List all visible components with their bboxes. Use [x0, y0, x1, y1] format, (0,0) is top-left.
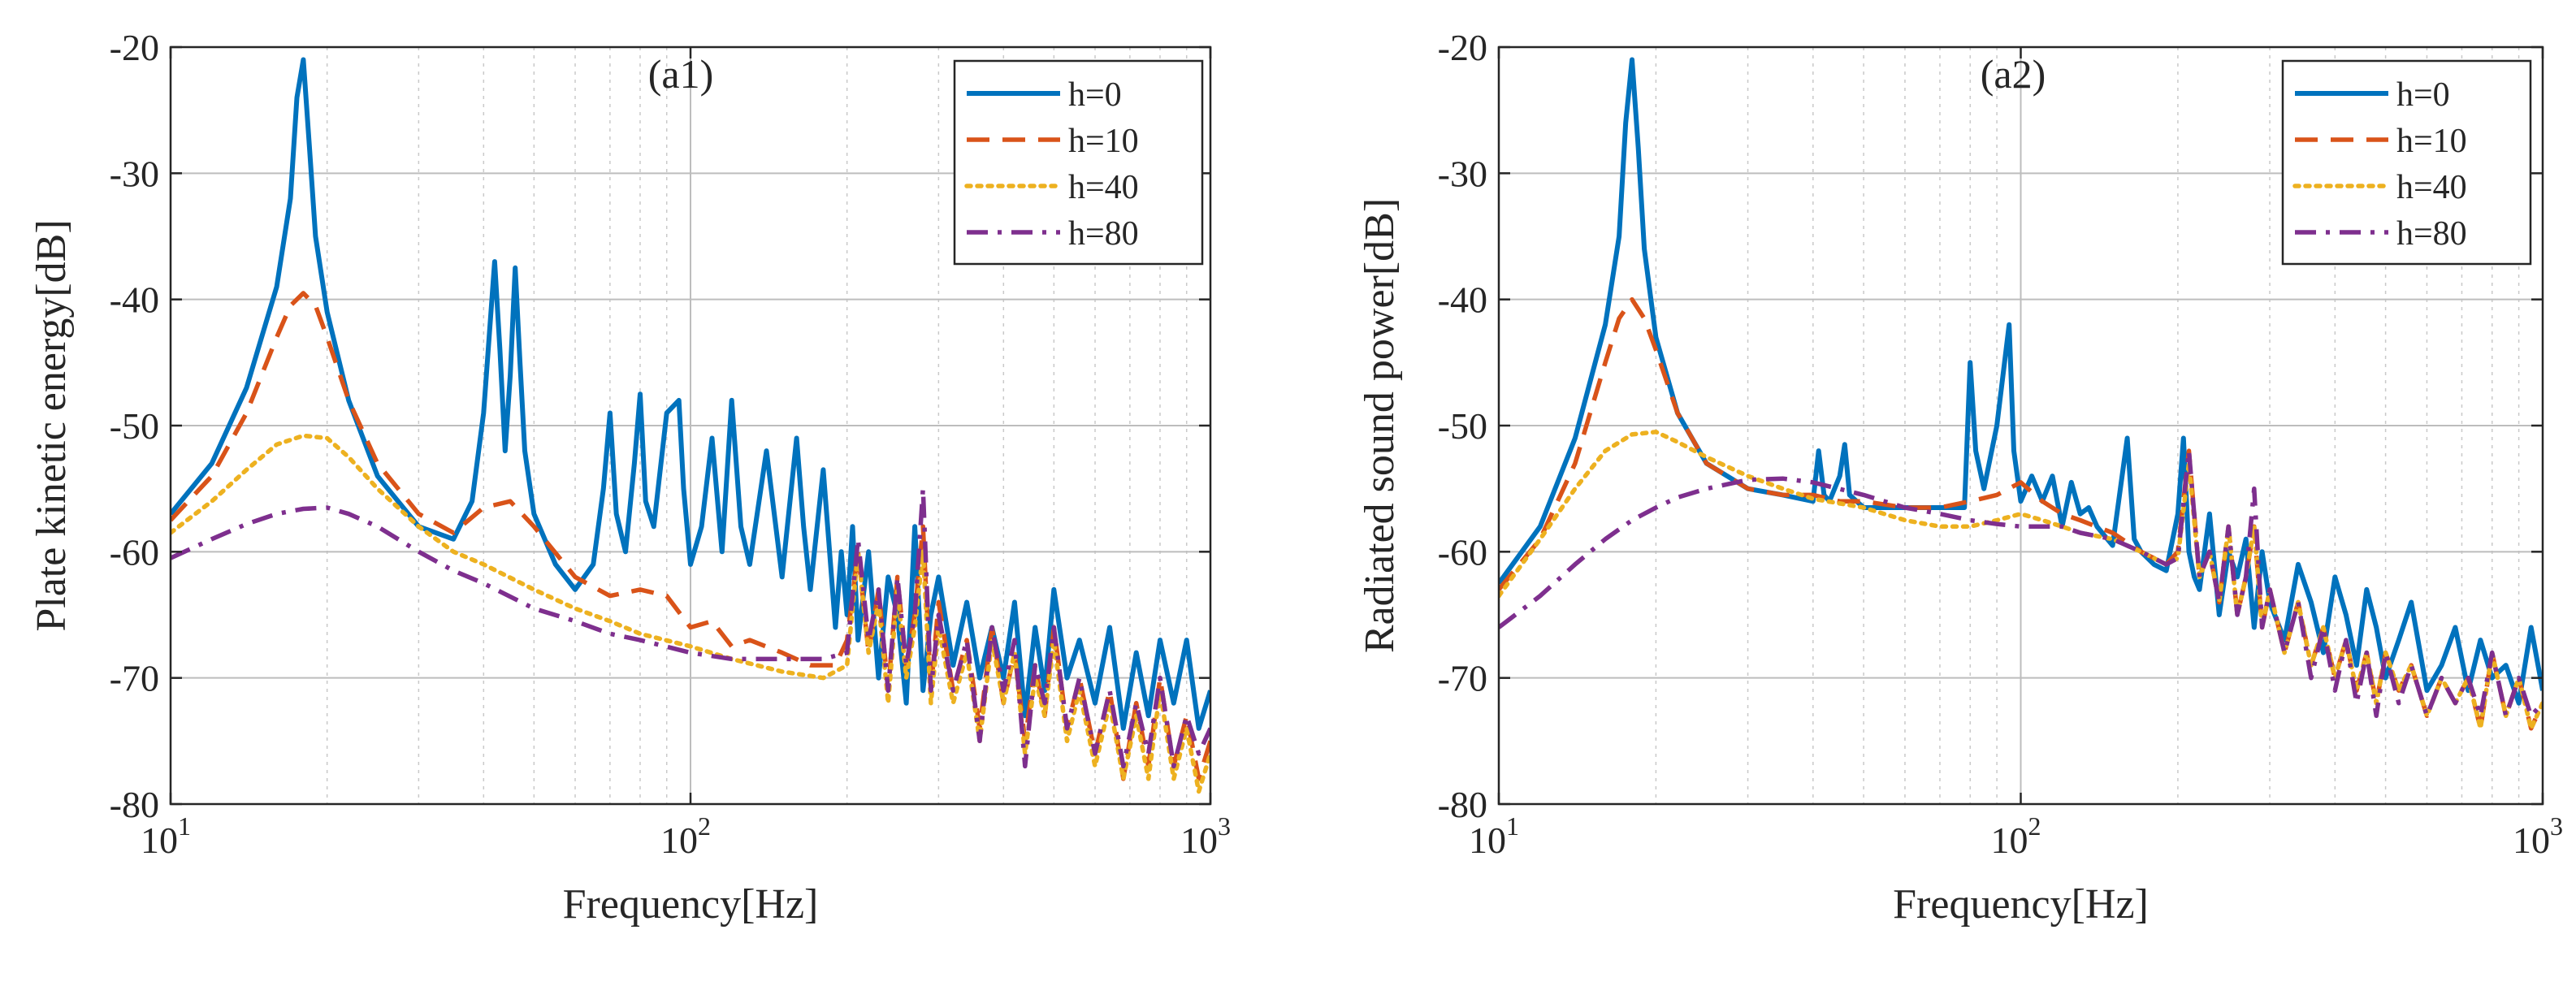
x-tick-label: 102: [1991, 811, 2041, 861]
y-tick-label: -40: [1438, 279, 1487, 321]
y-tick-label: -50: [110, 405, 159, 447]
legend-entry-label: h=40: [1068, 169, 1139, 206]
x-tick-label: 103: [1180, 811, 1231, 861]
y-tick-label: -70: [1438, 658, 1487, 699]
y-axis-label: Radiated sound power[dB]: [1357, 198, 1403, 653]
legend-entry-label: h=0: [2396, 76, 2450, 114]
x-tick-label: 103: [2513, 811, 2563, 861]
x-tick-label: 101: [141, 811, 191, 861]
y-tick-label: -60: [1438, 531, 1487, 573]
series-line-h-80: [171, 486, 1210, 769]
y-tick-label: -20: [110, 27, 159, 68]
y-axis-label: Plate kinetic energy[dB]: [28, 219, 75, 631]
y-tick-label: -20: [1438, 27, 1487, 68]
y-tick-label: -40: [110, 279, 159, 321]
y-tick-label: -50: [1438, 405, 1487, 447]
series-line-h-0: [171, 57, 1210, 731]
x-axis-label: Frequency[Hz]: [1893, 881, 2149, 928]
y-tick-label: -80: [110, 784, 159, 825]
series-line-h-0: [1499, 57, 2543, 706]
panel-label: (a1): [648, 51, 714, 97]
x-tick-label: 102: [660, 811, 711, 861]
panel-label: (a2): [1981, 51, 2046, 97]
y-tick-label: -70: [110, 658, 159, 699]
legend: h=0 h=10 h=40 h=80: [2281, 59, 2532, 266]
y-tick-label: -80: [1438, 784, 1487, 825]
legend-entry-label: h=10: [2396, 123, 2467, 160]
y-tick-label: -30: [110, 153, 159, 194]
legend-entry-label: h=0: [1068, 76, 1122, 114]
y-tick-label: -60: [110, 531, 159, 573]
legend-entry-label: h=40: [2396, 169, 2467, 206]
legend: h=0 h=10 h=40 h=80: [953, 59, 1204, 266]
x-tick-label: 101: [1469, 811, 1519, 861]
series-line-h-80: [1499, 448, 2543, 719]
legend-entry-label: h=10: [1068, 123, 1139, 160]
legend-entry-label: h=80: [2396, 215, 2467, 253]
y-tick-label: -30: [1438, 153, 1487, 194]
x-axis-label: Frequency[Hz]: [563, 881, 819, 928]
legend-entry-label: h=80: [1068, 215, 1139, 253]
